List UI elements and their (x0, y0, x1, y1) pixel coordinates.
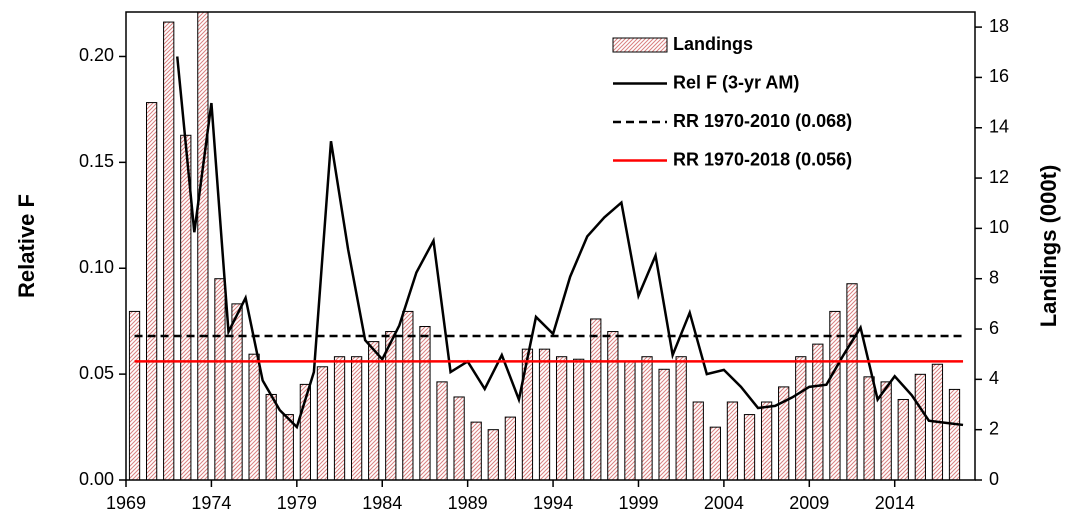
x-tick-label: 1994 (533, 493, 573, 513)
bar (419, 326, 431, 480)
y-tick-label: 0.00 (79, 469, 114, 489)
bar (282, 414, 294, 480)
bar (385, 331, 397, 480)
x-tick-label: 2009 (789, 493, 829, 513)
y-axis-label: Relative F (14, 194, 39, 298)
bar (726, 401, 739, 480)
legend-label: Landings (673, 34, 753, 54)
plot-area (128, 12, 964, 480)
y2-axis-label: Landings (000t) (1036, 165, 1061, 328)
bar (248, 353, 260, 480)
bar (350, 356, 363, 480)
y2-tick-label: 12 (989, 167, 1009, 187)
y2-tick-label: 14 (989, 116, 1009, 136)
x-tick-label: 1969 (106, 493, 146, 513)
bar (265, 393, 277, 480)
bar (863, 376, 875, 480)
legend-swatch (612, 37, 668, 53)
bar (573, 358, 585, 480)
legend-label: Rel F (3-yr AM) (673, 72, 799, 92)
bar (624, 361, 636, 480)
bar (743, 414, 756, 480)
bar (880, 381, 892, 480)
bar (470, 421, 482, 480)
bar (163, 21, 175, 480)
y2-tick-label: 10 (989, 217, 1009, 237)
bar (675, 356, 687, 480)
bar (214, 278, 226, 480)
bar (197, 12, 209, 480)
bar (778, 386, 790, 480)
bar (590, 318, 602, 480)
bar (504, 416, 516, 480)
y-tick-label: 0.05 (79, 363, 114, 383)
bar (231, 303, 243, 480)
x-tick-label: 1984 (362, 493, 402, 513)
bar (658, 368, 670, 480)
bar (368, 341, 380, 480)
bar (453, 396, 465, 480)
bar (607, 331, 619, 480)
legend: Landings Rel F (3-yr AM) RR 1970-2010 (0.0… (612, 34, 852, 169)
x-tick-label: 1974 (191, 493, 231, 513)
bar (709, 426, 721, 480)
x-tick-label: 1989 (448, 493, 488, 513)
y-tick-label: 0.15 (79, 151, 114, 171)
y2-tick-label: 6 (989, 318, 999, 338)
bar (812, 343, 824, 480)
y2-tick-label: 0 (989, 469, 999, 489)
x-tick-label: 2014 (875, 493, 915, 513)
plot-frame (125, 11, 976, 481)
line (176, 56, 964, 430)
bar (538, 348, 551, 480)
y2-tick-label: 4 (989, 368, 999, 388)
bar (333, 356, 346, 480)
bar (521, 348, 534, 480)
bar (487, 429, 499, 480)
y-tick-label: 0.20 (79, 45, 114, 65)
y2-tick-label: 18 (989, 16, 1009, 36)
bar (948, 388, 961, 480)
bar (555, 356, 568, 480)
bar (436, 381, 448, 480)
bar (641, 356, 653, 480)
bar (692, 401, 704, 480)
y-tick-label: 0.10 (79, 257, 114, 277)
x-tick-label: 1979 (277, 493, 317, 513)
y2-tick-label: 2 (989, 418, 999, 438)
y2-tick-label: 16 (989, 66, 1009, 86)
bar (760, 401, 773, 480)
x-tick-label: 2004 (704, 493, 744, 513)
bar (897, 398, 909, 480)
bar (145, 102, 158, 480)
x-tick-label: 1999 (618, 493, 658, 513)
bar (846, 283, 858, 480)
bar (914, 373, 926, 480)
bar (316, 366, 329, 480)
legend-label: RR 1970-2018 (0.056) (673, 149, 852, 169)
y2-tick-label: 8 (989, 267, 999, 287)
legend-label: RR 1970-2010 (0.068) (673, 111, 852, 131)
bar (795, 356, 807, 480)
